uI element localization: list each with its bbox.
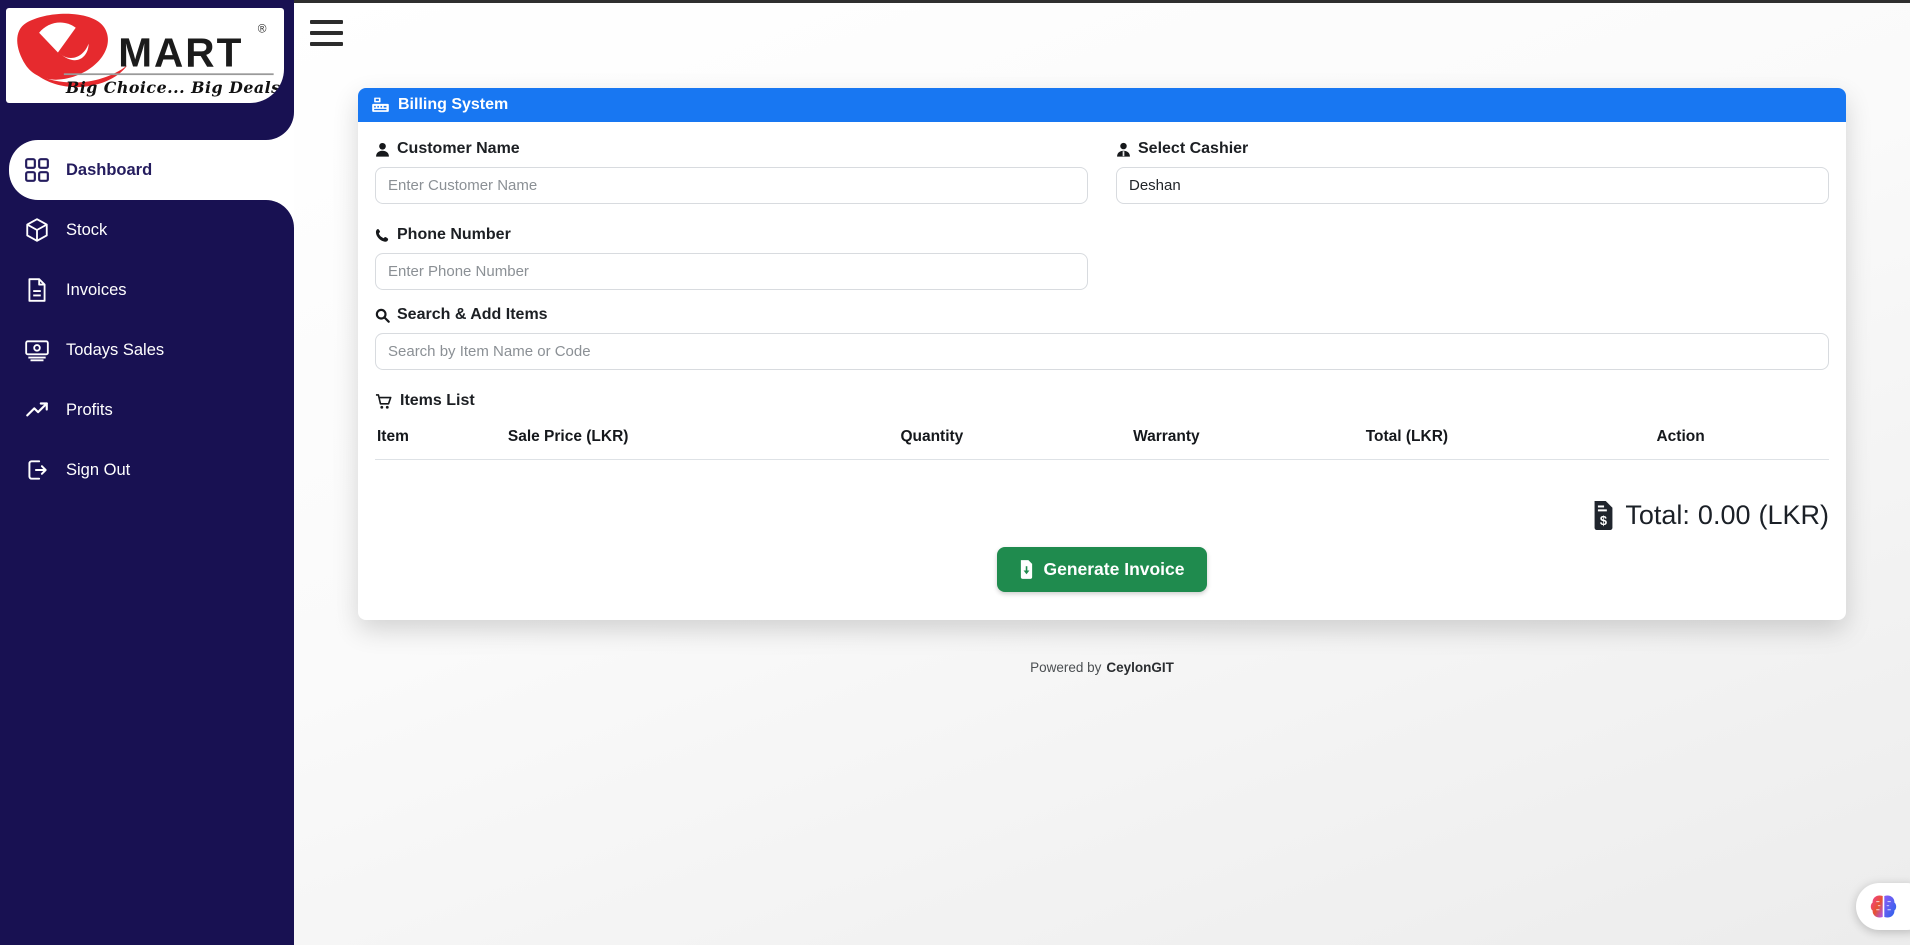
total-currency: (LKR) bbox=[1758, 499, 1829, 530]
phone-number-input[interactable] bbox=[375, 253, 1088, 290]
cart-icon bbox=[375, 393, 392, 409]
menu-toggle-button[interactable] bbox=[307, 18, 347, 48]
search-items-label: Search & Add Items bbox=[375, 306, 1829, 324]
search-icon bbox=[375, 308, 390, 323]
phone-icon bbox=[375, 228, 389, 242]
billing-card: Billing System Customer Name bbox=[358, 88, 1846, 620]
col-item: Item bbox=[375, 424, 506, 460]
invoice-dollar-icon: $ bbox=[1594, 500, 1613, 530]
sidebar: MART ® Big Choice... Big Deals... Dashbo… bbox=[0, 0, 294, 945]
col-sale-price: Sale Price (LKR) bbox=[505, 424, 899, 460]
main-content: Billing System Customer Name bbox=[294, 0, 1910, 945]
trademark-symbol: ® bbox=[258, 22, 267, 36]
trend-up-icon bbox=[26, 402, 48, 417]
items-table-header-row: Item Sale Price (LKR) Quantity Warranty … bbox=[375, 424, 1829, 460]
sidebar-bottom-segment: Stock Invoices Todays Sales Profits bbox=[0, 200, 294, 945]
brain-icon bbox=[1870, 895, 1897, 918]
sidebar-item-invoices[interactable]: Invoices bbox=[0, 260, 294, 320]
items-list-title: Items List bbox=[375, 392, 1829, 410]
generate-invoice-button[interactable]: Generate Invoice bbox=[997, 546, 1207, 592]
sidebar-item-label: Stock bbox=[66, 220, 108, 239]
col-quantity: Quantity bbox=[898, 424, 1132, 460]
user-icon bbox=[376, 142, 389, 157]
col-total: Total (LKR) bbox=[1363, 424, 1655, 460]
footer-brand: CeylonGIT bbox=[1106, 659, 1174, 675]
money-icon bbox=[25, 340, 49, 362]
billing-card-header: Billing System bbox=[358, 88, 1846, 122]
sidebar-item-profits[interactable]: Profits bbox=[0, 380, 294, 440]
total-value: 0.00 bbox=[1697, 499, 1751, 530]
item-search-input[interactable] bbox=[375, 333, 1829, 370]
file-download-icon bbox=[1021, 559, 1033, 579]
cube-icon bbox=[26, 218, 48, 242]
svg-text:$: $ bbox=[1600, 512, 1607, 527]
top-border bbox=[294, 0, 1910, 3]
sidebar-item-label: Dashboard bbox=[66, 160, 153, 179]
sidebar-item-stock[interactable]: Stock bbox=[0, 200, 294, 260]
sidebar-item-label: Invoices bbox=[66, 280, 127, 299]
logo-divider bbox=[63, 73, 274, 76]
customer-name-label: Customer Name bbox=[375, 140, 1088, 158]
sidebar-item-label: Sign Out bbox=[66, 460, 131, 479]
brand-logo-image: MART ® Big Choice... Big Deals... bbox=[17, 13, 284, 97]
grid-spacer bbox=[1116, 226, 1829, 306]
total-label: Total: bbox=[1625, 499, 1690, 530]
brand-name: MART bbox=[118, 29, 243, 75]
col-warranty: Warranty bbox=[1131, 424, 1364, 460]
cash-register-icon bbox=[372, 97, 389, 112]
customer-name-input[interactable] bbox=[375, 167, 1088, 204]
billing-card-title: Billing System bbox=[398, 96, 509, 113]
search-field-group: Search & Add Items bbox=[375, 306, 1829, 370]
sidebar-item-label: Profits bbox=[66, 400, 113, 419]
customer-name-field-group: Customer Name bbox=[375, 140, 1088, 204]
brand-tagline: Big Choice... Big Deals... bbox=[65, 78, 284, 97]
sidebar-item-dashboard[interactable]: Dashboard bbox=[0, 140, 294, 200]
grid-icon bbox=[25, 158, 49, 182]
generate-invoice-label: Generate Invoice bbox=[1043, 558, 1185, 579]
items-table-body bbox=[375, 460, 1829, 494]
extension-button[interactable] bbox=[1856, 883, 1910, 930]
phone-number-label: Phone Number bbox=[375, 226, 1088, 244]
sidebar-top-segment: MART ® Big Choice... Big Deals... bbox=[0, 0, 294, 140]
sign-out-icon bbox=[28, 460, 47, 480]
sidebar-item-label: Todays Sales bbox=[66, 340, 165, 359]
brand-logo[interactable]: MART ® Big Choice... Big Deals... bbox=[6, 8, 284, 103]
hamburger-icon bbox=[310, 20, 343, 24]
powered-by-text: Powered by bbox=[1030, 659, 1102, 675]
user-tie-icon bbox=[1117, 142, 1130, 157]
items-table: Item Sale Price (LKR) Quantity Warranty … bbox=[375, 424, 1829, 494]
footer: Powered by CeylonGIT bbox=[1030, 660, 1174, 675]
grand-total: $ Total: 0.00 (LKR) bbox=[375, 500, 1829, 531]
sidebar-item-sign-out[interactable]: Sign Out bbox=[0, 440, 294, 500]
cashier-select[interactable] bbox=[1116, 167, 1829, 204]
file-icon bbox=[28, 278, 46, 302]
col-action: Action bbox=[1654, 424, 1829, 460]
cashier-field-group: Select Cashier bbox=[1116, 140, 1829, 204]
select-cashier-label: Select Cashier bbox=[1116, 140, 1829, 158]
sidebar-item-todays-sales[interactable]: Todays Sales bbox=[0, 320, 294, 380]
phone-field-group: Phone Number bbox=[375, 226, 1088, 290]
